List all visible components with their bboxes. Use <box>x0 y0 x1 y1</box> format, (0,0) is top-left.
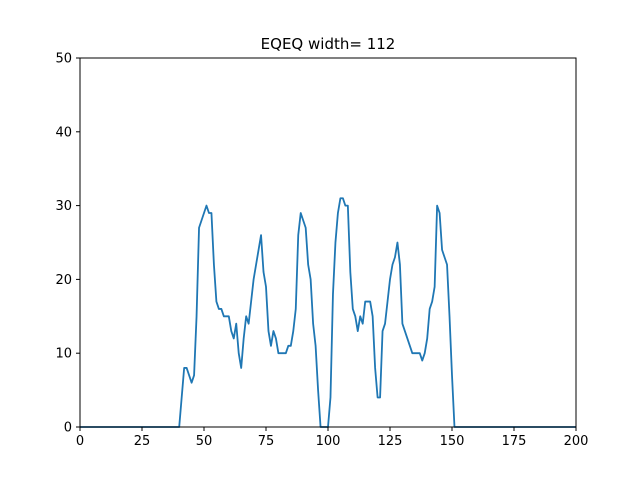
x-tick-label: 175 <box>502 434 527 449</box>
x-tick-label: 75 <box>258 434 275 449</box>
axes-frame <box>79 57 577 428</box>
x-axis: 0 25 50 75 100 125 150 175 200 <box>76 427 589 449</box>
y-tick-label: 50 <box>55 52 72 67</box>
y-tick-label: 30 <box>55 199 72 214</box>
x-tick-label: 0 <box>76 434 84 449</box>
y-tick-label: 20 <box>55 273 72 288</box>
y-tick-label: 10 <box>55 347 72 362</box>
y-axis: 0 10 20 30 40 50 <box>55 52 80 436</box>
x-tick-label: 150 <box>440 434 465 449</box>
x-tick-label: 25 <box>134 434 151 449</box>
series-line-0 <box>80 197 576 428</box>
x-tick-label: 50 <box>196 434 213 449</box>
x-tick-label: 125 <box>378 434 403 449</box>
chart-title: EQEQ width= 112 <box>261 35 396 53</box>
y-tick-label: 40 <box>55 125 72 140</box>
y-tick-label: 0 <box>64 421 72 436</box>
plot-area <box>80 197 576 428</box>
x-tick-label: 100 <box>316 434 341 449</box>
x-tick-label: 200 <box>564 434 589 449</box>
